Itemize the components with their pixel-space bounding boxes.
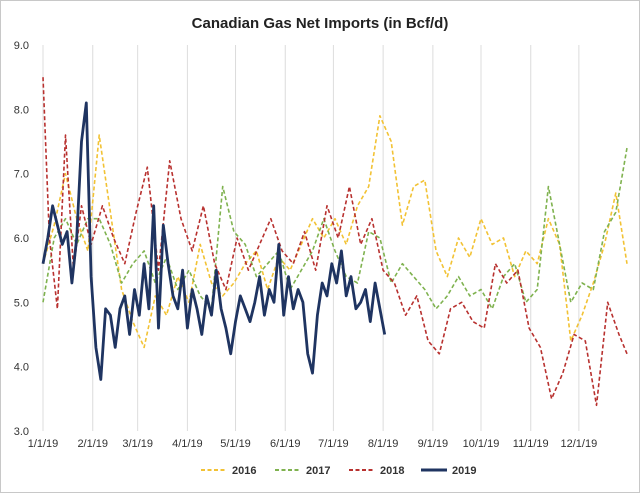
series-line-2018 (42, 77, 628, 407)
x-tick-label: 2/1/19 (77, 438, 108, 450)
x-tick-label: 8/1/19 (368, 438, 399, 450)
x-tick-label: 7/1/19 (318, 438, 349, 450)
series-line-2019 (41, 101, 387, 381)
x-tick-label: 9/1/19 (418, 438, 449, 450)
series-line-2017 (42, 147, 628, 310)
x-tick-label: 10/1/19 (463, 438, 500, 450)
x-tick-label: 5/1/19 (220, 438, 251, 450)
x-tick-label: 11/1/19 (513, 438, 549, 450)
y-tick-label: 5.0 (14, 297, 29, 309)
chart-title: Canadian Gas Net Imports (in Bcf/d) (192, 15, 449, 32)
legend-label-2018: 2018 (380, 465, 404, 477)
series-line-2016 (42, 115, 628, 349)
x-axis-ticks: 1/1/19 2/1/19 3/1/19 4/1/19 5/1/19 6/1/19 7/1/… (28, 438, 598, 450)
x-tick-label: 12/1/19 (561, 438, 598, 450)
y-tick-label: 7.0 (14, 169, 29, 181)
legend-label-2019: 2019 (452, 465, 476, 477)
legend-label-2016: 2016 (232, 465, 256, 477)
y-tick-label: 9.0 (14, 40, 29, 52)
x-tick-label: 4/1/19 (172, 438, 203, 450)
y-axis-ticks: 3.0 4.0 5.0 6.0 7.0 8.0 9.0 (14, 40, 29, 438)
legend-label-2017: 2017 (306, 465, 330, 477)
y-tick-label: 3.0 (14, 426, 29, 438)
y-tick-label: 8.0 (14, 104, 29, 116)
y-tick-label: 4.0 (14, 362, 29, 374)
x-tick-label: 1/1/19 (28, 438, 59, 450)
x-tick-label: 3/1/19 (122, 438, 153, 450)
legend: 2016 2017 2018 2019 (201, 465, 476, 477)
series-lines (41, 77, 628, 407)
x-tick-label: 6/1/19 (270, 438, 301, 450)
y-tick-label: 6.0 (14, 233, 29, 245)
grid-lines (42, 45, 580, 431)
